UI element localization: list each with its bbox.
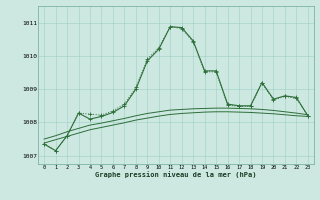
X-axis label: Graphe pression niveau de la mer (hPa): Graphe pression niveau de la mer (hPa)	[95, 171, 257, 178]
